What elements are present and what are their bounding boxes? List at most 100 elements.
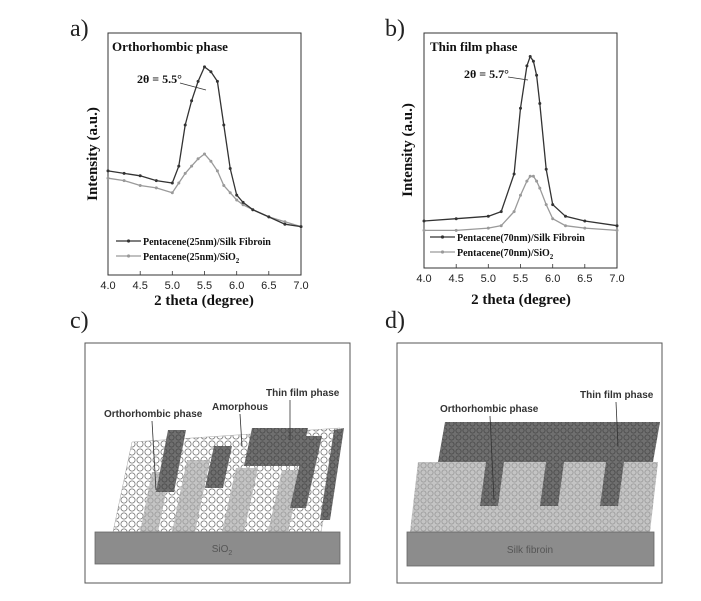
chart-b-series-2-point (486, 226, 490, 230)
chart-b-series-1-point (422, 219, 426, 223)
chart-a-series-1-point (170, 181, 174, 185)
chart-b-xtick-label: 6.5 (577, 273, 592, 285)
schematic-d-thin-layer (438, 422, 660, 462)
chart-b-series-1-line (423, 55, 618, 227)
chart-a-series-2-point (241, 203, 245, 207)
chart-b-ylabel: Intensity (a.u.) (400, 103, 416, 197)
chart-b-series-2-point (525, 179, 529, 183)
chart-b-series-2-point (531, 174, 535, 178)
chart-b-legend-marker-1 (440, 235, 445, 239)
schematic-c-ortho-grain (222, 468, 258, 532)
schematic-c-substrate (94, 531, 341, 565)
schematic-d-thin-column (480, 462, 504, 506)
chart-b-xtick-label: 7.0 (609, 273, 624, 285)
chart-a-xtick-label: 6.5 (261, 280, 276, 292)
chart-b-series-1-point (615, 224, 619, 228)
chart-b-series-1-point (525, 64, 529, 68)
chart-a-xtick-label: 6.0 (229, 280, 244, 292)
chart-a-series-2-point (170, 191, 174, 195)
chart-b-series-2-point (615, 228, 619, 232)
schematic-d: Silk fibroin Orthorhombic phase Thin fil… (396, 342, 663, 584)
chart-a-series-2-point (196, 157, 200, 161)
chart-b-series-2-point (583, 226, 587, 230)
chart-b-legend-marker-2 (440, 250, 445, 254)
chart-a-series-1-point (154, 179, 158, 183)
schematic-c-thin-grain (320, 428, 344, 520)
chart-a-series-1-point (106, 169, 110, 173)
chart-a-series-2-point (190, 164, 194, 168)
chart-b-series-1-point (531, 59, 535, 63)
chart-a-series-1-point (183, 123, 187, 127)
schematic-c-label-thin: Thin film phase (266, 388, 340, 399)
schematic-d-pointer-ortho (489, 415, 495, 501)
chart-a-series-1-point (203, 65, 206, 69)
chart-a-series-2-point (222, 184, 226, 187)
chart-a-series-2-point (154, 186, 158, 190)
chart-b-series-1-point (519, 106, 522, 110)
panel-label-c: c) (70, 308, 89, 334)
chart-b-xtick-label: 5.0 (481, 273, 496, 285)
chart-a-series-2-point (228, 191, 232, 195)
chart-b-series-1-point (486, 214, 490, 218)
chart-b-series-1-point (454, 217, 458, 221)
schematic-d-thin-column (540, 462, 564, 506)
chart-a-peak-annotation: 2θ = 5.5° (137, 72, 182, 86)
chart-a-legend: Pentacene(25nm)/Silk Fibroin Pentacene(2… (116, 237, 271, 265)
schematic-c-label-amorphous: Amorphous (212, 402, 269, 413)
chart-a-series-1-point (267, 215, 271, 219)
chart-a-series-2-point (203, 152, 206, 156)
chart-a-title: Orthorhombic phase (112, 39, 228, 54)
chart-a-series-1-point (138, 174, 142, 178)
schematic-c-substrate-label: SiO2 (212, 544, 233, 557)
chart-b-series-1-point (551, 203, 555, 207)
chart-a-series-1-point (190, 99, 194, 103)
chart-b-legend-label-2: Pentacene(70nm)/SiO2 (457, 248, 554, 261)
chart-a-series-1-point (299, 225, 303, 229)
chart-b-title: Thin film phase (430, 39, 518, 54)
chart-b-series-1-point (538, 102, 542, 105)
chart-a-xtick-label: 4.0 (100, 280, 115, 292)
schematic-c-thin-grain (156, 430, 186, 492)
chart-b-series-1-point (512, 172, 516, 176)
chart-a-series-1-point (177, 164, 181, 168)
chart-b-series-2-point (422, 228, 426, 232)
chart-a-xtick-label: 5.5 (197, 280, 212, 292)
panel-label-b: b) (385, 16, 405, 42)
chart-a-series-1-point (283, 222, 287, 226)
chart-b-series-1-point (544, 167, 548, 171)
schematic-c-ortho-grain (172, 460, 210, 532)
chart-a-legend-marker-2 (126, 254, 131, 258)
chart-a-xlabel: 2 theta (degree) (154, 293, 254, 309)
chart-b-series-2-point (551, 217, 555, 221)
chart-b-series-2-line (424, 175, 618, 232)
schematic-c-label-ortho: Orthorhombic phase (104, 409, 203, 420)
chart-b-xtick-label: 5.5 (513, 273, 528, 285)
schematic-d-pointer-thin (615, 401, 619, 447)
chart-b-legend-label-1: Pentacene(70nm)/Silk Fibroin (457, 233, 585, 244)
chart-b-series-2-point (512, 210, 516, 214)
chart-b-series-1-point (564, 214, 567, 218)
schematic-d-ortho-layer (410, 462, 658, 532)
chart-a-series-1-line (107, 65, 302, 228)
chart-a-ylabel: Intensity (a.u.) (85, 107, 101, 201)
chart-a-series-2-point (106, 176, 110, 180)
chart-b-xlabel: 2 theta (degree) (471, 292, 571, 308)
chart-a: Orthorhombic phase 2θ = 5.5° 4.0 4.5 5.0 5.… (85, 32, 309, 309)
panel-label-a: a) (70, 16, 89, 42)
chart-b-legend: Pentacene(70nm)/Silk Fibroin Pentacene(7… (430, 233, 585, 261)
chart-a-xtick-label: 7.0 (293, 280, 308, 292)
schematic-d-label-thin: Thin film phase (580, 390, 654, 401)
chart-a-series-2-point (215, 169, 219, 173)
chart-a-series-1-point (222, 123, 226, 127)
chart-a-series-2-line (107, 153, 302, 228)
chart-a-series-2-point (177, 181, 181, 185)
chart-b-series-2-point (499, 224, 503, 228)
chart-a-series-2-point (209, 159, 213, 163)
chart-a-legend-marker-1 (126, 239, 131, 243)
schematic-c-thin-grain (205, 446, 232, 488)
schematic-d-thin-column (600, 462, 624, 506)
chart-b-series-2-point (535, 179, 539, 183)
chart-a-series-2-point (138, 184, 142, 187)
chart-b-series-2-point (538, 186, 542, 190)
